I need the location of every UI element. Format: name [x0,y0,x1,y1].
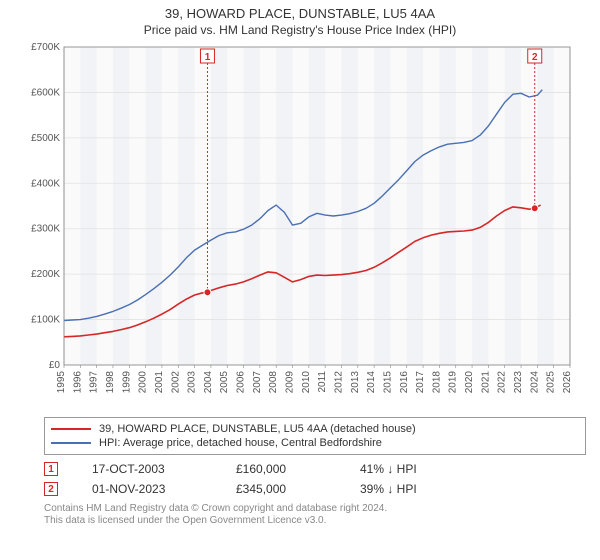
data-point-1: 1 17-OCT-2003 £160,000 41% ↓ HPI [44,459,586,479]
chart-title: 39, HOWARD PLACE, DUNSTABLE, LU5 4AA [10,6,590,21]
svg-text:1997: 1997 [89,371,100,394]
legend-swatch [51,442,91,444]
svg-text:2025: 2025 [546,371,557,394]
svg-text:2015: 2015 [382,371,393,394]
svg-text:2004: 2004 [203,371,214,394]
svg-text:2021: 2021 [480,371,491,394]
svg-text:2016: 2016 [399,371,410,394]
legend-item-property: 39, HOWARD PLACE, DUNSTABLE, LU5 4AA (de… [51,422,579,436]
chart-subtitle: Price paid vs. HM Land Registry's House … [10,23,590,37]
svg-text:1996: 1996 [72,371,83,394]
footer-line-2: This data is licensed under the Open Gov… [44,515,586,527]
legend-swatch [51,428,91,430]
svg-text:2002: 2002 [170,371,181,394]
svg-text:2026: 2026 [562,371,573,394]
svg-text:2012: 2012 [333,371,344,394]
point-price: £345,000 [236,482,326,496]
chart-header: 39, HOWARD PLACE, DUNSTABLE, LU5 4AA Pri… [0,0,600,39]
legend-label: HPI: Average price, detached house, Cent… [99,437,382,449]
svg-text:£600K: £600K [31,87,60,98]
svg-text:2024: 2024 [529,371,540,394]
svg-text:2: 2 [532,52,538,63]
svg-text:2010: 2010 [301,371,312,394]
footer-line-1: Contains HM Land Registry data © Crown c… [44,503,586,515]
point-marker-1: 1 [44,462,58,476]
line-chart: £0 £100K £200K £300K £400K £500K £600K £700K 199… [20,41,580,411]
point-date: 01-NOV-2023 [92,482,202,496]
footer: Contains HM Land Registry data © Crown c… [44,503,586,527]
svg-text:1995: 1995 [56,371,67,394]
point-pct: 39% ↓ HPI [360,482,460,496]
svg-text:2006: 2006 [236,371,247,394]
svg-text:2011: 2011 [317,371,328,393]
svg-text:2000: 2000 [138,371,149,394]
svg-text:2009: 2009 [285,371,296,394]
svg-text:£700K: £700K [31,42,60,53]
point-marker-2: 2 [44,482,58,496]
point-pct: 41% ↓ HPI [360,462,460,476]
point-price: £160,000 [236,462,326,476]
svg-text:2001: 2001 [154,371,165,394]
svg-text:2007: 2007 [252,371,263,394]
point-date: 17-OCT-2003 [92,462,202,476]
svg-text:2008: 2008 [268,371,279,394]
svg-text:2017: 2017 [415,371,426,394]
svg-text:2022: 2022 [497,371,508,394]
svg-text:£500K: £500K [31,133,60,144]
legend: 39, HOWARD PLACE, DUNSTABLE, LU5 4AA (de… [44,417,586,455]
svg-text:£100K: £100K [31,315,60,326]
svg-text:£300K: £300K [31,224,60,235]
svg-text:2014: 2014 [366,371,377,394]
svg-text:2003: 2003 [187,371,198,394]
svg-text:2019: 2019 [448,371,459,394]
svg-text:1998: 1998 [105,371,116,394]
svg-text:2013: 2013 [350,371,361,394]
chart-svg: £0 £100K £200K £300K £400K £500K £600K £700K 199… [20,41,580,411]
svg-text:£400K: £400K [31,178,60,189]
svg-text:2005: 2005 [219,371,230,394]
legend-item-hpi: HPI: Average price, detached house, Cent… [51,436,579,450]
svg-text:1999: 1999 [121,371,132,394]
svg-text:2020: 2020 [464,371,475,394]
data-point-2: 2 01-NOV-2023 £345,000 39% ↓ HPI [44,479,586,499]
svg-text:£0: £0 [49,360,61,371]
svg-text:£200K: £200K [31,269,60,280]
svg-text:2018: 2018 [431,371,442,394]
svg-text:1: 1 [205,52,211,63]
data-points: 1 17-OCT-2003 £160,000 41% ↓ HPI 2 01-NO… [44,459,586,499]
svg-text:2023: 2023 [513,371,524,394]
legend-label: 39, HOWARD PLACE, DUNSTABLE, LU5 4AA (de… [99,423,416,435]
